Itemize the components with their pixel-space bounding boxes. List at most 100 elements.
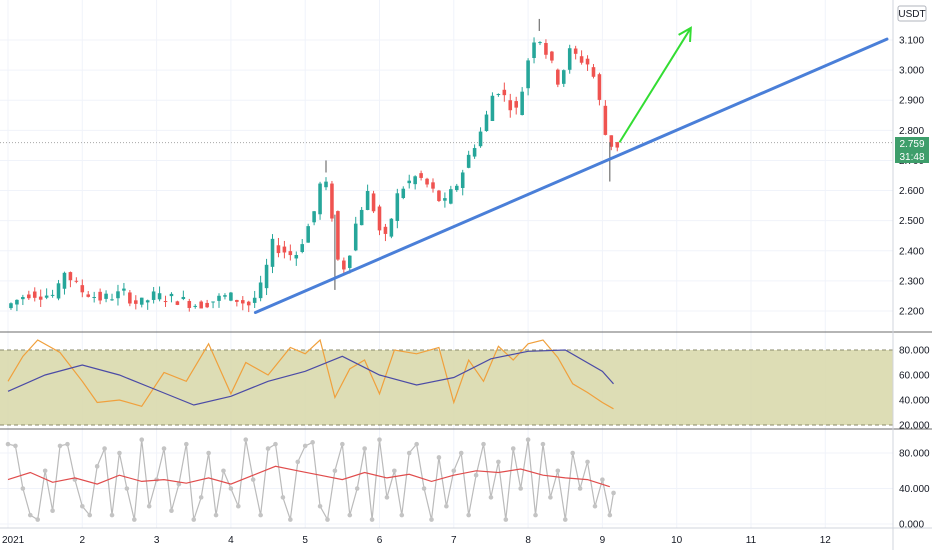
oscillator-point xyxy=(384,495,390,500)
candle-body xyxy=(573,48,578,54)
trendline[interactable] xyxy=(253,37,889,315)
candle-body xyxy=(567,48,572,70)
oscillator-point xyxy=(392,468,397,474)
candle-body xyxy=(347,255,352,268)
candle-body xyxy=(603,105,608,135)
x-tick-label: 6 xyxy=(377,535,383,546)
oscillator-point xyxy=(13,443,18,449)
currency-label[interactable]: USDT xyxy=(897,5,927,22)
price-tick-label: 2.200 xyxy=(899,307,924,318)
candle-body xyxy=(561,70,566,84)
candle-body xyxy=(443,198,447,201)
candle-body xyxy=(169,293,174,297)
candle-body xyxy=(175,301,180,305)
oscillator-point xyxy=(429,517,434,522)
x-tick-label: 2 xyxy=(80,535,86,546)
candle-body xyxy=(413,176,417,185)
candle-body xyxy=(550,51,554,61)
x-tick-label: 4 xyxy=(228,535,234,546)
oscillator-point xyxy=(42,468,48,474)
candle-body xyxy=(359,209,364,226)
grid-lines xyxy=(0,0,893,528)
candle-body xyxy=(241,300,245,304)
oscillator-point xyxy=(399,512,405,518)
oscillator-point xyxy=(236,503,241,509)
candle-body xyxy=(472,148,477,157)
oscillator-point xyxy=(332,468,338,474)
candle-body xyxy=(229,292,233,301)
candle-body xyxy=(454,185,459,191)
candle-body xyxy=(538,42,542,44)
candle-body xyxy=(365,191,370,210)
candle-body xyxy=(544,43,548,55)
price-tick-label: 3.000 xyxy=(899,66,924,77)
oscillator-point xyxy=(57,443,63,449)
candle-body xyxy=(80,285,85,293)
arrow-head xyxy=(678,26,692,42)
candle-body xyxy=(104,293,108,299)
price-tick-label: 2.600 xyxy=(899,186,924,197)
price-tick-label: 2.300 xyxy=(899,276,924,287)
oscillator-point xyxy=(50,508,55,513)
candle-body xyxy=(508,100,513,111)
candle-body xyxy=(419,173,423,178)
candle-body xyxy=(294,255,299,259)
x-tick-label: 11 xyxy=(746,535,757,546)
candle-body xyxy=(50,294,55,296)
candle-body xyxy=(532,42,536,59)
candle-body xyxy=(9,303,13,309)
candle-body xyxy=(264,264,269,289)
oscillator-series-line xyxy=(7,338,614,410)
arrow-line[interactable] xyxy=(618,27,692,143)
oscillator-point xyxy=(184,441,189,447)
oscillator-point xyxy=(146,503,152,509)
candle-body xyxy=(92,297,96,299)
candle-body xyxy=(324,181,328,188)
oscillator-band xyxy=(0,349,893,426)
candle-body xyxy=(371,193,376,212)
oscillator-point xyxy=(436,455,442,460)
oscillator-point xyxy=(406,450,412,456)
candle-body xyxy=(276,245,281,254)
candle-body xyxy=(211,301,215,303)
price-axis-ticks: 3.1003.0002.9002.8002.7002.6002.5002.400… xyxy=(899,36,924,318)
oscillator-point xyxy=(265,446,271,451)
candles xyxy=(9,18,620,313)
candle-body xyxy=(609,135,614,147)
candle-body xyxy=(38,296,43,300)
candle-body xyxy=(437,190,441,201)
oscillator-2-tick-label: 80.000 xyxy=(899,449,930,460)
candle-body xyxy=(407,180,412,184)
oscillator-point xyxy=(466,512,471,518)
oscillator-point xyxy=(169,508,174,513)
oscillator-point xyxy=(607,512,613,518)
x-tick-label: 10 xyxy=(671,535,683,546)
oscillator-point xyxy=(540,441,546,447)
oscillator-point xyxy=(510,446,516,451)
oscillator-point xyxy=(600,477,605,482)
oscillator-point xyxy=(273,441,278,447)
candle-body xyxy=(181,296,186,300)
candle-body xyxy=(134,300,138,304)
oscillator-2-axis-ticks: 80.000 40.000 0.000 xyxy=(899,449,930,531)
candle-body xyxy=(32,291,37,298)
candle-body xyxy=(157,293,162,300)
oscillator-point xyxy=(35,517,41,522)
oscillator-1-tick-label: 40.000 xyxy=(899,396,930,407)
oscillator-point xyxy=(362,446,367,451)
candle-body xyxy=(145,300,150,303)
candle-body xyxy=(44,295,49,298)
oscillator-point xyxy=(377,437,382,442)
candle-body xyxy=(193,305,198,307)
oscillator-point xyxy=(310,440,315,445)
price-tick-label: 2.900 xyxy=(899,96,924,107)
x-tick-label: 7 xyxy=(451,535,457,546)
oscillator-point xyxy=(503,517,509,522)
candle-body xyxy=(579,56,584,63)
candle-body xyxy=(556,69,560,85)
candle-body xyxy=(139,297,144,305)
oscillator-point xyxy=(592,503,598,509)
candle-body xyxy=(56,283,61,299)
oscillator-point xyxy=(570,450,575,456)
